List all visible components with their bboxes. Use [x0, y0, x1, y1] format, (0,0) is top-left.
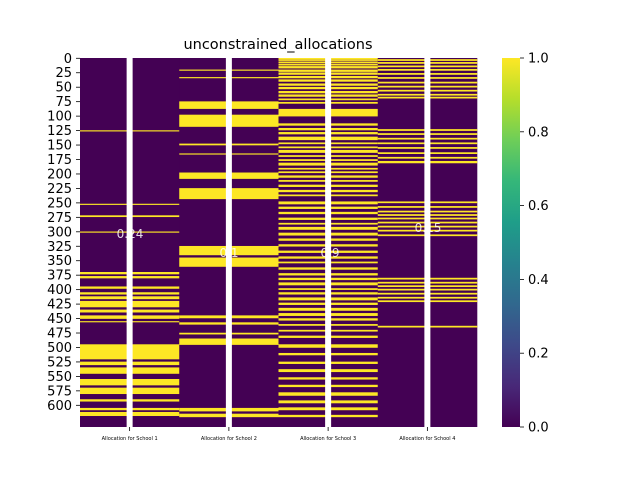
- annotation-strip: [424, 54, 431, 429]
- annotation-strip: [126, 54, 133, 429]
- y-tick-label: 325: [47, 240, 72, 255]
- colorbar-gradient: [502, 58, 520, 427]
- y-tick-label: 350: [47, 254, 72, 269]
- colorbar-tick-label: 1.0: [528, 52, 549, 67]
- y-tick-label: 375: [47, 269, 72, 284]
- y-tick-label: 75: [55, 95, 72, 110]
- y-tick-label: 100: [47, 110, 72, 125]
- cell-annotations: 0.24 0.1 0.9 0.15: [117, 221, 442, 260]
- y-tick-label: 225: [47, 182, 72, 197]
- y-tick-label: 525: [47, 355, 72, 370]
- y-tick-label: 575: [47, 384, 72, 399]
- y-tick-label: 450: [47, 312, 72, 327]
- cell-annotation: 0.1: [219, 246, 238, 260]
- y-tick-label: 175: [47, 153, 72, 168]
- colorbar: 0.0 0.2 0.4 0.6 0.8 1.0: [502, 52, 549, 436]
- x-tick-label: Allocation for School 1: [102, 436, 158, 442]
- y-tick-label: 300: [47, 225, 72, 240]
- y-axis: 0255075100125150175200225250275300325350…: [47, 52, 80, 414]
- heatmap-cells: [80, 54, 478, 429]
- y-tick-label: 150: [47, 139, 72, 154]
- y-tick-label: 425: [47, 298, 72, 313]
- x-tick-label: Allocation for School 3: [300, 436, 356, 442]
- y-tick-label: 400: [47, 283, 72, 298]
- annotation-strip: [325, 54, 332, 429]
- y-tick-label: 125: [47, 124, 72, 139]
- y-tick-label: 475: [47, 327, 72, 342]
- colorbar-tick-label: 0.6: [528, 199, 549, 214]
- chart-title: unconstrained_allocations: [183, 37, 372, 53]
- colorbar-tick-label: 0.8: [528, 125, 549, 140]
- colorbar-ticks: 0.0 0.2 0.4 0.6 0.8 1.0: [520, 52, 549, 436]
- y-tick-label: 600: [47, 399, 72, 414]
- y-tick-label: 0: [64, 52, 72, 67]
- y-tick-label: 250: [47, 196, 72, 211]
- y-tick-label: 500: [47, 341, 72, 356]
- colorbar-tick-label: 0.4: [528, 273, 549, 288]
- y-tick-label: 275: [47, 211, 72, 226]
- x-axis: Allocation for School 1 Allocation for Sc…: [102, 427, 455, 442]
- y-tick-label: 50: [55, 81, 72, 96]
- annotation-strip: [225, 54, 232, 429]
- x-tick-label: Allocation for School 4: [399, 436, 455, 442]
- y-tick-label: 200: [47, 167, 72, 182]
- y-tick-label: 550: [47, 370, 72, 385]
- colorbar-tick-label: 0.0: [528, 421, 549, 436]
- y-tick-label: 25: [55, 66, 72, 81]
- colorbar-tick-label: 0.2: [528, 347, 549, 362]
- cell-annotation: 0.15: [415, 221, 442, 235]
- cell-annotation: 0.24: [117, 227, 144, 241]
- x-tick-label: Allocation for School 2: [201, 436, 257, 442]
- cell-annotation: 0.9: [320, 246, 339, 260]
